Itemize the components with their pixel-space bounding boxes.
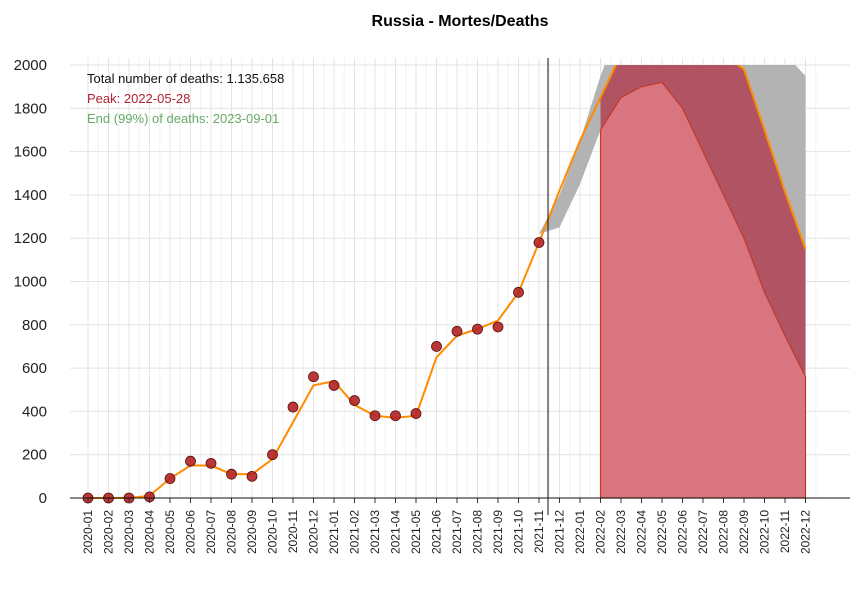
x-tick-label: 2022-10 [758,510,772,554]
chart-title: Russia - Mortes/Deaths [372,13,549,30]
annotation: Total number of deaths: 1.135.658 [87,71,284,86]
observed-point [369,410,381,422]
x-tick-label: 2021-03 [368,510,382,554]
annotation: Peak: 2022-05-28 [87,91,190,106]
x-tick-label: 2022-12 [799,510,813,554]
x-tick-label: 2022-08 [717,510,731,554]
observed-point [492,321,504,333]
y-tick-label: 1400 [14,187,47,204]
y-tick-label: 1200 [14,230,47,247]
x-tick-label: 2020-08 [225,510,239,554]
x-tick-label: 2021-08 [471,510,485,554]
observed-point [451,325,463,337]
observed-point [205,457,217,469]
x-tick-label: 2021-06 [430,510,444,554]
x-tick-label: 2021-09 [491,510,505,554]
x-tick-label: 2021-02 [348,510,362,554]
x-tick-label: 2020-07 [204,510,218,554]
observed-point [328,380,340,391]
x-tick-label: 2020-02 [102,510,116,554]
x-tick-label: 2022-02 [594,510,608,554]
x-tick-label: 2022-06 [676,510,690,554]
x-tick-label: 2020-04 [143,510,157,554]
x-tick-label: 2021-05 [409,510,423,554]
observed-point [410,408,422,419]
observed-point [513,286,524,298]
y-tick-label: 1800 [14,100,47,117]
x-tick-label: 2021-12 [553,510,567,554]
x-tick-label: 2021-04 [389,510,403,554]
observed-point [472,323,483,335]
observed-point [533,237,545,248]
x-tick-label: 2022-11 [778,510,792,553]
fit-band [600,65,806,377]
y-tick-label: 600 [22,360,47,377]
y-tick-label: 200 [22,447,47,464]
observed-point [308,371,319,383]
observed-point [185,455,196,467]
x-tick-label: 2020-11 [286,510,300,553]
y-tick-label: 0 [39,490,47,507]
x-tick-label: 2022-04 [635,510,649,554]
y-tick-label: 1000 [14,274,47,291]
observed-point [349,395,360,406]
observed-point [267,449,278,461]
x-tick-label: 2020-10 [266,510,280,554]
x-tick-label: 2020-05 [163,510,177,554]
annotation: End (99%) of deaths: 2023-09-01 [87,111,279,126]
y-tick-label: 800 [22,317,47,334]
x-tick-label: 2020-01 [81,510,95,554]
observed-point [287,401,299,413]
observed-point [246,470,258,482]
x-tick-label: 2022-07 [696,510,710,554]
observed-point [226,468,237,480]
y-tick-label: 2000 [14,57,47,74]
x-tick-label: 2021-01 [327,510,341,554]
x-tick-label: 2021-11 [532,510,546,553]
x-tick-label: 2020-12 [307,510,321,554]
x-tick-label: 2022-05 [655,510,669,554]
observed-point [390,410,401,422]
x-tick-label: 2021-10 [512,510,526,554]
x-tick-label: 2022-03 [614,510,628,554]
y-tick-label: 400 [22,403,47,420]
x-tick-label: 2020-03 [122,510,136,554]
axes: 0 200 400 600 800 1000 1200 1400 1600 1800 2000 202… [14,57,850,554]
observed-point [431,341,442,352]
x-tick-label: 2020-06 [184,510,198,554]
y-tick-label: 1600 [14,144,47,161]
x-tick-label: 2021-07 [450,510,464,554]
observed-point [164,473,176,484]
x-tick-label: 2022-09 [737,510,751,554]
plot [82,65,807,504]
x-tick-label: 2022-01 [573,510,587,554]
x-tick-label: 2020-09 [245,510,259,554]
